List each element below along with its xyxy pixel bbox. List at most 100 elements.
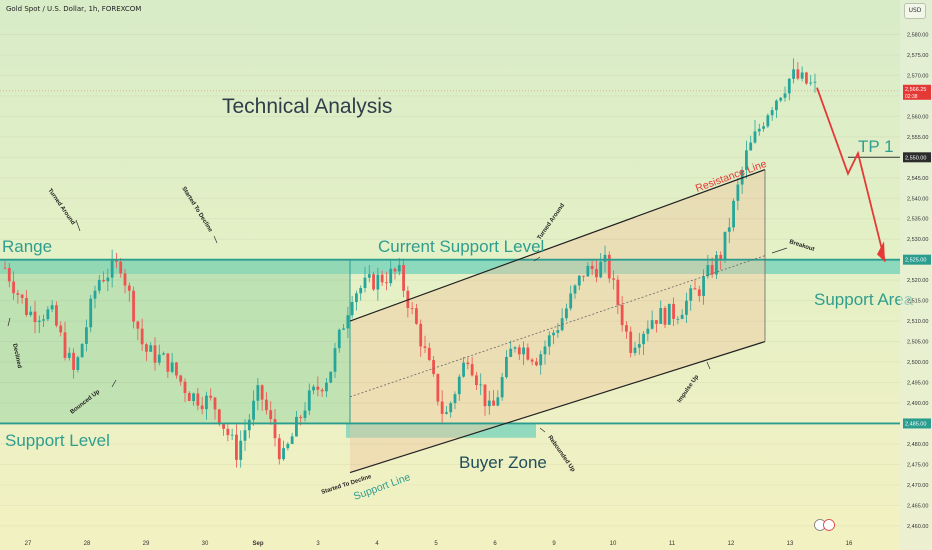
y-tick-label: 2,460.00 — [907, 524, 928, 530]
candle — [37, 315, 41, 334]
tradingview-logo-icon[interactable] — [814, 519, 835, 531]
candle-body — [119, 261, 123, 274]
candle — [637, 332, 641, 355]
candle — [20, 293, 24, 304]
candle-body — [67, 352, 71, 358]
candle-body — [179, 375, 183, 382]
candle-body — [659, 308, 663, 324]
candle-body — [63, 332, 67, 358]
candle — [535, 357, 538, 367]
candle — [800, 66, 804, 82]
candle-body — [565, 308, 568, 319]
price-badge — [903, 254, 931, 265]
candle-body — [127, 285, 131, 291]
candle — [269, 401, 273, 425]
candle — [127, 282, 131, 302]
candle — [475, 371, 478, 390]
candle-body — [46, 309, 50, 320]
candle — [693, 280, 697, 290]
candle — [136, 320, 140, 341]
candle — [757, 123, 761, 136]
candle-body — [625, 325, 628, 332]
y-tick-label: 2,540.00 — [907, 196, 928, 202]
candle — [333, 342, 337, 379]
candle — [85, 319, 88, 352]
candle — [402, 258, 405, 298]
candle-body — [479, 384, 483, 386]
candle-body — [543, 346, 547, 355]
candle — [132, 286, 135, 329]
candle — [667, 303, 671, 326]
candle-body — [299, 416, 303, 418]
candle — [483, 384, 487, 416]
candle — [492, 390, 495, 406]
candle-body — [672, 303, 675, 319]
candle — [457, 374, 461, 401]
candle-body — [702, 276, 705, 296]
candle-body — [620, 304, 624, 326]
candle-body — [393, 268, 397, 272]
candle — [672, 297, 675, 326]
logo-circle-b — [823, 519, 835, 531]
candle — [543, 340, 547, 365]
candle-body — [505, 356, 508, 378]
candle-body — [522, 347, 525, 355]
candle — [745, 140, 748, 179]
candle-body — [205, 395, 208, 410]
candle — [710, 257, 714, 278]
y-tick-label: 2,580.00 — [907, 32, 928, 38]
candle — [689, 284, 693, 311]
candle-body — [290, 436, 294, 444]
candle — [385, 271, 388, 291]
candle — [770, 106, 774, 121]
candle-body — [436, 373, 440, 402]
candle — [646, 320, 650, 342]
candle — [367, 264, 371, 283]
x-tick-label: 30 — [202, 541, 209, 547]
candle — [539, 350, 543, 375]
label-support-line: Support Line — [352, 471, 412, 503]
candle-body — [89, 298, 93, 328]
candle-body — [93, 290, 97, 299]
candle — [462, 357, 465, 378]
candle-body — [260, 385, 264, 400]
currency-button[interactable]: USD — [904, 3, 926, 19]
candle-body — [286, 443, 290, 449]
candle-body — [440, 401, 444, 414]
candle-body — [37, 320, 41, 323]
candle-body — [607, 254, 611, 279]
candle-body — [749, 142, 753, 151]
candle-body — [170, 362, 174, 372]
candle — [59, 321, 63, 337]
x-tick-label: 28 — [84, 541, 91, 547]
candle-body — [243, 430, 247, 441]
candle — [67, 347, 71, 361]
candle-body — [85, 327, 88, 344]
candle — [290, 432, 294, 445]
y-tick-label: 2,505.00 — [907, 340, 928, 346]
candle-body — [410, 308, 414, 309]
candle — [740, 166, 744, 194]
x-tick-label: 10 — [610, 541, 617, 547]
candle — [663, 305, 667, 329]
projection-arrowhead — [877, 241, 885, 262]
candle — [380, 270, 384, 286]
candle — [265, 392, 268, 415]
candle-body — [226, 428, 230, 436]
candle — [389, 260, 393, 287]
candle-body — [736, 184, 740, 201]
candle-body — [805, 72, 808, 84]
candle-body — [689, 288, 693, 301]
candle — [72, 348, 75, 379]
candle-body — [397, 265, 401, 272]
price-badge-text: 2,525.00 — [905, 258, 926, 264]
candle-body — [367, 274, 371, 278]
candle-body — [612, 278, 615, 280]
candle-body — [337, 329, 341, 349]
y-tick-label: 2,500.00 — [907, 360, 928, 366]
arrow-turned-around-1 — [75, 219, 81, 232]
y-tick-label: 2,475.00 — [907, 462, 928, 468]
y-tick-label: 2,480.00 — [907, 442, 928, 448]
